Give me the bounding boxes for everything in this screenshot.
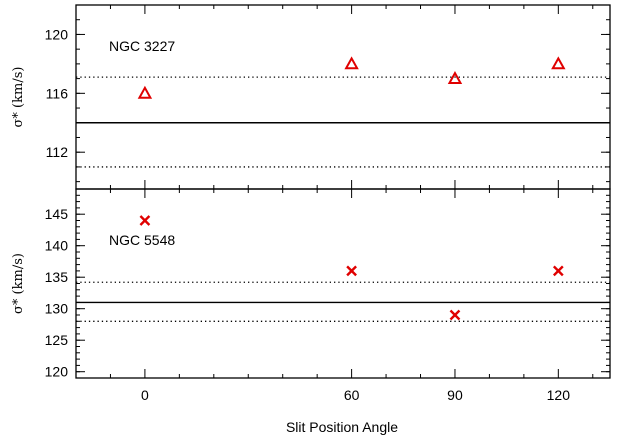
data-point [552,265,564,277]
data-point [551,56,566,70]
y-tick-label: 130 [45,301,69,317]
x-axis-label: Slit Position Angle [286,419,398,435]
panel-ngc5548: 120 125 130 135 140 145 NGC 5548 σ* (km/s) [11,188,611,380]
y-tick-label: 120 [45,26,69,42]
x-tick-label: 90 [447,387,463,403]
y-tick-label: 112 [46,144,69,160]
plot-frame [75,4,611,190]
x-axis: 0 60 90 120 [141,387,570,403]
y-tick-label: 135 [45,269,69,285]
marker-stroke [139,215,151,226]
data-point [447,71,463,84]
data-point [346,265,357,277]
y-axis-label: σ* (km/s) [11,253,26,314]
y-axis-label: σ* (km/s) [11,67,26,128]
x-tick-label: 60 [344,387,360,403]
marker-stroke [552,265,564,277]
data-point [449,309,461,321]
y-tick-label: 145 [45,206,69,222]
y-tick-label: 116 [46,85,69,101]
y-tick-label: 125 [45,332,69,348]
marker-stroke [346,265,357,277]
panel-label: NGC 3227 [109,38,175,54]
data-point [344,56,359,70]
panel-ngc3227: 112 116 120 NGC 3227 σ* (km/s) [11,4,611,190]
marker-stroke [449,309,461,321]
y-tick-label: 120 [45,364,69,380]
y-tick-label: 140 [45,238,69,254]
data-point [139,215,151,226]
data-point [137,85,153,99]
plot-frame [75,188,611,379]
panel-label: NGC 5548 [109,232,175,248]
x-tick-label: 0 [141,387,149,403]
x-tick-label: 120 [547,387,571,403]
